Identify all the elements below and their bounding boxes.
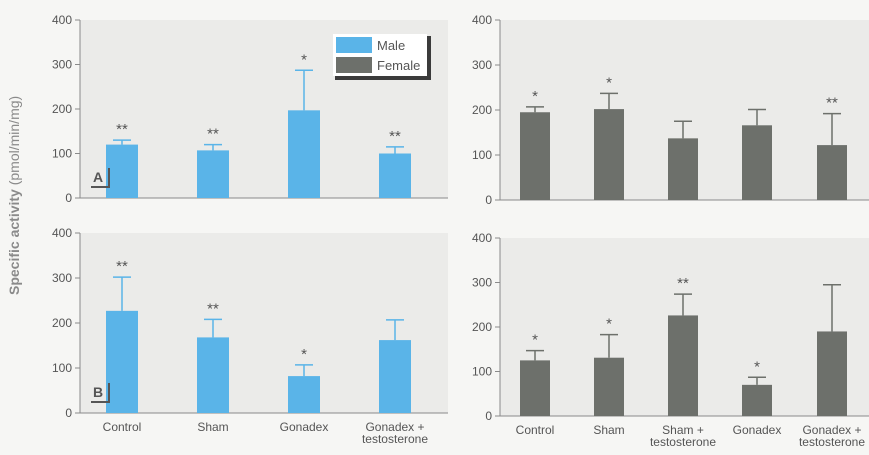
y-tick-label: 300 (472, 276, 492, 290)
x-tick-label-line: Control (103, 420, 142, 434)
y-tick-label: 400 (52, 13, 72, 27)
legend-label-male: Male (377, 38, 405, 53)
x-tick-label: Gonadex (280, 420, 329, 434)
panel-label: B (93, 384, 103, 400)
legend-swatch-male (336, 37, 372, 53)
significance-marker: * (754, 358, 760, 375)
x-tick-label-line: testosterone (362, 432, 428, 446)
y-tick-label: 0 (485, 409, 492, 423)
significance-marker: ** (826, 95, 838, 112)
y-tick-label: 400 (472, 231, 492, 245)
bar (288, 110, 320, 198)
x-tick-label: Sham (197, 420, 228, 434)
significance-marker: * (301, 346, 307, 363)
x-tick-label: Gonadex + testosterone (362, 420, 428, 446)
x-tick-label: Control (103, 420, 142, 434)
x-tick-label-line: testosterone (799, 435, 865, 449)
y-tick-label: 400 (472, 13, 492, 27)
significance-marker: ** (116, 121, 128, 138)
bar (594, 109, 624, 200)
x-tick-label-line: Gonadex (280, 420, 329, 434)
y-tick-label: 300 (52, 271, 72, 285)
bar (106, 310, 138, 413)
x-tick-label-line: Sham (593, 423, 624, 437)
y-tick-label: 200 (472, 320, 492, 334)
bar (106, 144, 138, 198)
bar (668, 315, 698, 416)
bar (668, 138, 698, 200)
panel-label-bracket (91, 383, 110, 403)
x-tick-label-line: Gonadex (733, 423, 782, 437)
bar (379, 153, 411, 198)
y-tick-label: 100 (52, 147, 72, 161)
bar (197, 150, 229, 198)
bar (817, 331, 847, 416)
y-tick-label: 0 (65, 406, 72, 420)
x-tick-label: Gonadex (733, 423, 782, 437)
significance-marker: ** (116, 258, 128, 275)
x-tick-label-line: Control (516, 423, 555, 437)
significance-marker: ** (207, 126, 219, 143)
significance-marker: * (606, 74, 612, 91)
x-tick-label-line: testosterone (650, 435, 716, 449)
bar (520, 112, 550, 200)
significance-marker: * (301, 51, 307, 68)
bar (594, 357, 624, 416)
bar (742, 384, 772, 416)
significance-marker: * (532, 88, 538, 105)
bar (197, 337, 229, 413)
bar (817, 145, 847, 200)
y-tick-label: 100 (472, 148, 492, 162)
significance-marker: ** (677, 275, 689, 292)
bar (742, 125, 772, 200)
x-tick-label: Gonadex + testosterone (799, 423, 865, 449)
legend-swatch-female (336, 57, 372, 73)
x-tick-label-line: Gonadex + (802, 423, 861, 437)
x-tick-label: Control (516, 423, 555, 437)
significance-marker: * (532, 332, 538, 349)
significance-marker: * (606, 316, 612, 333)
x-tick-label-line: Gonadex + (365, 420, 424, 434)
y-tick-label: 300 (52, 58, 72, 72)
y-tick-label: 400 (52, 226, 72, 240)
y-tick-label: 200 (52, 102, 72, 116)
y-tick-label: 300 (472, 58, 492, 72)
bar (288, 376, 320, 413)
significance-marker: ** (207, 300, 219, 317)
panel-label: A (93, 169, 103, 185)
y-tick-label: 100 (52, 361, 72, 375)
y-tick-label: 200 (52, 316, 72, 330)
significance-marker: ** (389, 128, 401, 145)
x-tick-label: Sham (593, 423, 624, 437)
y-tick-label: 0 (485, 193, 492, 207)
x-tick-label-line: Sham + (662, 423, 704, 437)
y-tick-label: 200 (472, 103, 492, 117)
y-tick-label: 100 (472, 365, 492, 379)
x-tick-label: Sham + testosterone (650, 423, 716, 449)
y-tick-label: 0 (65, 191, 72, 205)
legend-label-female: Female (377, 58, 420, 73)
panel-label-bracket (91, 168, 110, 188)
x-tick-label-line: Sham (197, 420, 228, 434)
bar (520, 360, 550, 416)
bar (379, 340, 411, 413)
